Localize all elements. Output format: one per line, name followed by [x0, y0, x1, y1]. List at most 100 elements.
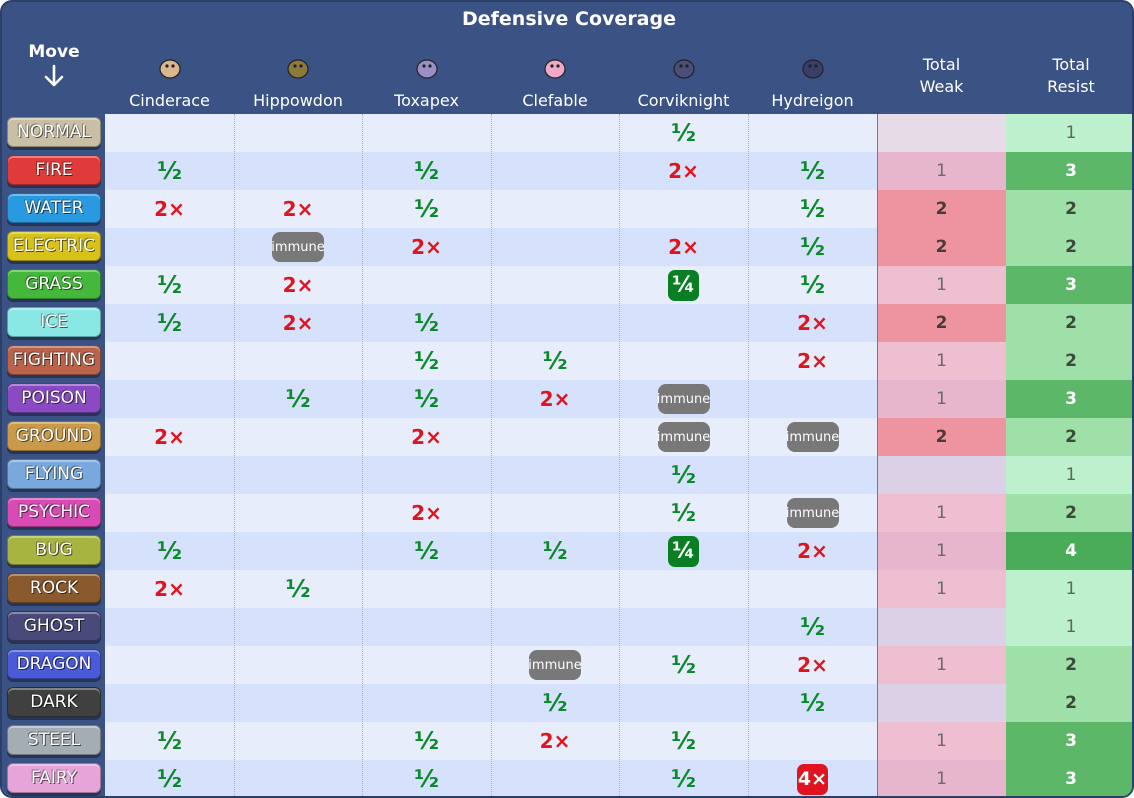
column-divider: [234, 114, 235, 796]
resist-half-label: ½: [414, 195, 439, 223]
type-button-fairy[interactable]: FAIRY: [7, 763, 101, 793]
effectiveness-cell: 2×: [619, 152, 748, 190]
total-weak-cell: 1: [877, 380, 1006, 418]
type-row-rock: ROCK 2× ½ 1 1: [2, 570, 1132, 608]
effectiveness-cell: immune: [491, 646, 619, 684]
resist-half-label: ½: [157, 765, 182, 793]
effectiveness-cell: ½: [362, 380, 491, 418]
type-cell: DRAGON: [2, 646, 105, 684]
effectiveness-cell: immune: [748, 418, 877, 456]
type-button-dragon[interactable]: DRAGON: [7, 649, 101, 679]
type-button-dark[interactable]: DARK: [7, 687, 101, 717]
effectiveness-cell: [234, 456, 362, 494]
weak-2x-label: 2×: [668, 159, 699, 183]
effectiveness-cell: 2×: [748, 532, 877, 570]
move-column-header: Move: [4, 42, 104, 88]
effectiveness-cell: 4×: [748, 760, 877, 796]
pokemon-sprite-icon: [158, 59, 181, 79]
resist-half-label: ½: [671, 461, 696, 489]
type-row-fighting: FIGHTING ½ ½ 2× 1 2: [2, 342, 1132, 380]
effectiveness-cell: [748, 722, 877, 760]
effectiveness-cell: ½: [748, 190, 877, 228]
column-divider: [748, 114, 749, 796]
total-weak-cell: 1: [877, 760, 1006, 796]
total-resist-cell: 1: [1006, 456, 1132, 494]
effectiveness-cell: [748, 114, 877, 152]
type-button-psychic[interactable]: PSYCHIC: [7, 497, 101, 527]
effectiveness-cell: ½: [619, 722, 748, 760]
total-resist-cell: 1: [1006, 570, 1132, 608]
type-button-water[interactable]: WATER: [7, 193, 101, 223]
weak-2x-label: 2×: [411, 235, 442, 259]
type-button-electric[interactable]: ELECTRIC: [7, 231, 101, 261]
effectiveness-cell: [234, 152, 362, 190]
total-weak-cell: 1: [877, 646, 1006, 684]
move-header-label: Move: [28, 42, 80, 62]
effectiveness-cell: 2×: [234, 190, 362, 228]
effectiveness-cell: [491, 456, 619, 494]
type-button-rock[interactable]: ROCK: [7, 573, 101, 603]
total-weak-cell: 1: [877, 722, 1006, 760]
type-row-psychic: PSYCHIC 2× ½ immune 1 2: [2, 494, 1132, 532]
effectiveness-cell: [105, 494, 234, 532]
effectiveness-cell: [748, 456, 877, 494]
type-button-poison[interactable]: POISON: [7, 383, 101, 413]
type-button-grass[interactable]: GRASS: [7, 269, 101, 299]
type-cell: BUG: [2, 532, 105, 570]
type-button-steel[interactable]: STEEL: [7, 725, 101, 755]
effectiveness-cell: 2×: [491, 722, 619, 760]
effectiveness-cell: [362, 646, 491, 684]
pokemon-header-5: Hydreigon: [748, 46, 877, 114]
effectiveness-cell: [105, 608, 234, 646]
immune-badge: immune: [657, 384, 710, 414]
effectiveness-cell: [234, 608, 362, 646]
immune-badge: immune: [528, 650, 582, 680]
effectiveness-cell: ½: [619, 646, 748, 684]
type-cell: GHOST: [2, 608, 105, 646]
effectiveness-cell: ½: [491, 342, 619, 380]
pokemon-name: Cinderace: [129, 91, 210, 110]
total-weak-cell: 1: [877, 532, 1006, 570]
type-button-normal[interactable]: NORMAL: [7, 117, 101, 147]
type-button-ground[interactable]: GROUND: [7, 421, 101, 451]
total-resist-header: Total Resist: [1006, 54, 1132, 102]
type-button-bug[interactable]: BUG: [7, 535, 101, 565]
effectiveness-cell: 2×: [362, 418, 491, 456]
effectiveness-cell: [619, 608, 748, 646]
effectiveness-cell: [619, 304, 748, 342]
pokemon-header-0: Cinderace: [105, 46, 234, 114]
effectiveness-cell: immune: [619, 418, 748, 456]
effectiveness-cell: ½: [748, 266, 877, 304]
effectiveness-cell: [105, 646, 234, 684]
type-button-fire[interactable]: FIRE: [7, 155, 101, 185]
resist-half-label: ½: [414, 727, 439, 755]
type-button-fighting[interactable]: FIGHTING: [7, 345, 101, 375]
pokemon-sprite-icon: [415, 59, 438, 79]
effectiveness-cell: [491, 304, 619, 342]
effectiveness-cell: ½: [362, 342, 491, 380]
effectiveness-cell: immune: [748, 494, 877, 532]
total-weak-cell: 1: [877, 570, 1006, 608]
effectiveness-cell: ½: [362, 304, 491, 342]
type-button-ghost[interactable]: GHOST: [7, 611, 101, 641]
total-resist-cell: 3: [1006, 760, 1132, 796]
type-button-flying[interactable]: FLYING: [7, 459, 101, 489]
type-button-ice[interactable]: ICE: [7, 307, 101, 337]
effectiveness-cell: ½: [748, 608, 877, 646]
type-row-steel: STEEL ½ ½ 2× ½ 1 3: [2, 722, 1132, 760]
effectiveness-cell: [105, 684, 234, 722]
effectiveness-cell: ½: [748, 152, 877, 190]
resist-quarter-badge: ¼: [668, 535, 699, 567]
resist-half-label: ½: [800, 689, 825, 717]
immune-badge: immune: [271, 232, 325, 262]
effectiveness-cell: [105, 114, 234, 152]
total-weak-header: Total Weak: [877, 54, 1006, 102]
pokemon-header-2: Toxapex: [362, 46, 491, 114]
weak-2x-label: 2×: [154, 577, 185, 601]
pokemon-name: Corviknight: [637, 91, 730, 110]
effectiveness-cell: 2×: [234, 304, 362, 342]
total-weak-cell: 1: [877, 342, 1006, 380]
type-row-ghost: GHOST ½ 1: [2, 608, 1132, 646]
effectiveness-cell: [234, 760, 362, 796]
resist-half-label: ½: [157, 537, 182, 565]
